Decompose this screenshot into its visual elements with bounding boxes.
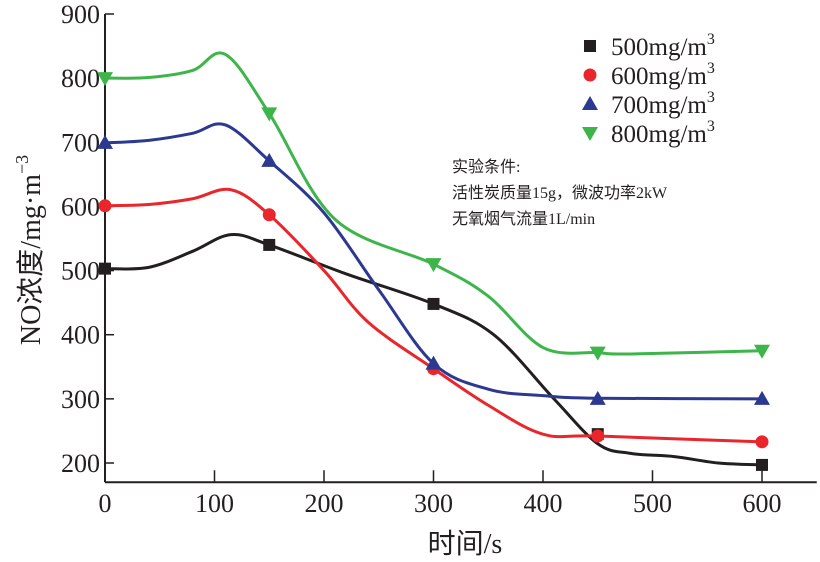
x-tick-label: 500 <box>633 489 672 518</box>
y-tick-label: 200 <box>61 449 100 478</box>
data-point-800mg-m3 <box>589 346 606 361</box>
legend-marker-icon <box>584 40 596 52</box>
y-tick-label: 600 <box>61 192 100 221</box>
series-line-500mg-m3 <box>104 233 763 467</box>
legend-label: 500mg/m3 <box>611 31 715 61</box>
data-point-600mg-m3 <box>98 199 112 213</box>
x-tick-label: 300 <box>414 489 453 518</box>
data-point-800mg-m3 <box>97 72 113 87</box>
series-line-700mg-m3 <box>104 122 763 401</box>
legend-marker-icon <box>582 96 598 110</box>
data-point-700mg-m3 <box>261 152 278 167</box>
data-point-800mg-m3 <box>754 344 770 359</box>
y-tick-label: 300 <box>61 385 100 414</box>
x-tick-label: 0 <box>99 489 112 518</box>
data-point-700mg-m3 <box>589 390 606 405</box>
data-point-600mg-m3 <box>755 435 769 449</box>
y-axis-title-unit: m <box>16 174 47 196</box>
legend-marker-icon <box>583 68 597 82</box>
data-point-800mg-m3 <box>261 107 278 122</box>
legend-label: 800mg/m3 <box>611 118 715 148</box>
series-markers <box>97 72 770 471</box>
legend-label-main: 500mg/m <box>611 34 707 61</box>
axes <box>104 14 817 484</box>
data-point-500mg-m3 <box>756 458 768 471</box>
x-ticks: 0 100 200 300 400 500 600 <box>99 470 782 518</box>
legend-label-sup: 3 <box>707 31 715 48</box>
x-tick-label: 200 <box>305 489 344 518</box>
annotation-line-3: 无氧烟气流量1L/min <box>452 210 595 228</box>
y-ticks: 200 300 400 500 600 700 800 900 <box>61 0 114 478</box>
annotation-line-1: 实验条件: <box>452 158 520 176</box>
data-point-700mg-m3 <box>97 134 113 149</box>
x-tick-label: 400 <box>524 489 563 518</box>
data-point-700mg-m3 <box>425 355 442 370</box>
legend-label-sup: 3 <box>707 118 715 135</box>
y-axis-title-dot: · <box>16 196 47 205</box>
legend-label-main: 600mg/m <box>611 63 707 90</box>
series-lines <box>104 51 763 467</box>
legend-label: 700mg/m3 <box>611 89 715 119</box>
y-tick-label: 900 <box>61 0 100 29</box>
y-tick-label: 500 <box>61 257 100 286</box>
y-axis-title-sup: −3 <box>12 155 32 174</box>
data-point-500mg-m3 <box>263 238 276 251</box>
legend-label-sup: 3 <box>707 60 715 77</box>
data-point-500mg-m3 <box>99 262 111 275</box>
legend-label-main: 700mg/m <box>611 92 707 119</box>
legend-label: 600mg/m3 <box>611 60 715 90</box>
experiment-conditions-annotation: 实验条件: 活性炭质量15g，微波功率2kW 无氧烟气流量1L/min <box>452 158 668 228</box>
y-tick-label: 400 <box>61 321 100 350</box>
x-axis-title: 时间/s <box>428 528 503 560</box>
x-tick-label: 600 <box>743 489 782 518</box>
y-tick-label: 800 <box>61 64 100 93</box>
data-point-800mg-m3 <box>425 258 442 273</box>
y-axis-title-main: NO浓度/mg <box>15 205 47 345</box>
data-point-600mg-m3 <box>262 208 276 222</box>
legend-label-sup: 3 <box>707 89 715 106</box>
y-tick-label: 700 <box>61 128 100 157</box>
legend-marker-icon <box>582 127 598 141</box>
annotation-line-2: 活性炭质量15g，微波功率2kW <box>452 184 668 202</box>
series-line-600mg-m3 <box>104 187 763 444</box>
legend-label-main: 800mg/m <box>611 121 707 148</box>
data-point-500mg-m3 <box>427 297 440 310</box>
data-point-600mg-m3 <box>591 429 605 443</box>
series-line-800mg-m3 <box>104 51 763 356</box>
x-tick-label: 100 <box>195 489 234 518</box>
y-axis-title: NO浓度/mg·m−3 <box>12 155 47 345</box>
data-point-700mg-m3 <box>754 390 770 405</box>
